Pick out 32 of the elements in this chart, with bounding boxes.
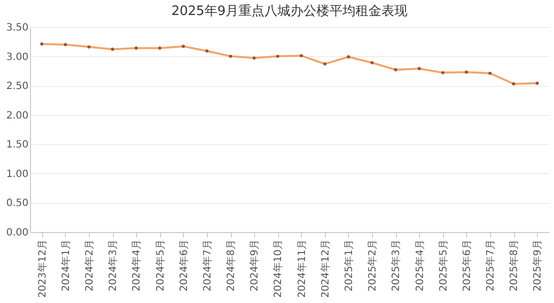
- x-tick-label: 2024年10月: [272, 240, 284, 298]
- y-tick-label: 1.00: [6, 168, 28, 180]
- x-tick-label: 2024年6月: [178, 240, 190, 292]
- x-tick-label: 2025年5月: [437, 240, 450, 292]
- x-tick-label: 2024年8月: [225, 240, 238, 292]
- x-tick-label: 2025年7月: [484, 240, 497, 292]
- x-tick-label: 2024年11月: [296, 240, 308, 298]
- x-tick-label: 2025年4月: [414, 240, 426, 292]
- x-tick-label: 2025年2月: [366, 240, 379, 292]
- y-tick-label: 0.00: [6, 228, 28, 238]
- x-tick-label: 2024年12月: [319, 240, 332, 298]
- x-tick-label: 2025年3月: [390, 240, 402, 292]
- y-tick-label: 0.50: [6, 198, 28, 210]
- y-tick-label: 2.00: [6, 110, 28, 122]
- x-tick-label: 2024年1月: [60, 240, 72, 292]
- line-series: [40, 42, 539, 86]
- x-tick-label: 2024年2月: [83, 240, 96, 292]
- x-tick-label: 2024年7月: [201, 240, 214, 292]
- x-tick-label: 2023年12月: [36, 240, 48, 298]
- x-tick-label: 2024年9月: [248, 240, 261, 292]
- x-tick-label: 2024年4月: [130, 240, 143, 292]
- x-tick-label: 2025年6月: [460, 240, 473, 292]
- chart-title: 2025年9月重点八城办公楼平均租金表现: [171, 4, 408, 19]
- y-tick-label: 2.50: [6, 81, 28, 92]
- x-tick-label: 2024年5月: [154, 240, 166, 292]
- y-tick-label: 1.50: [6, 140, 28, 151]
- x-tick-label: 2025年9月: [532, 240, 544, 292]
- y-tick-label: 3.50: [6, 22, 28, 34]
- y-tick-label: 3.00: [6, 52, 28, 63]
- x-tick-label: 2025年1月: [342, 240, 355, 292]
- x-tick-label: 2024年3月: [107, 240, 120, 292]
- x-tick-label: 2025年8月: [508, 240, 520, 292]
